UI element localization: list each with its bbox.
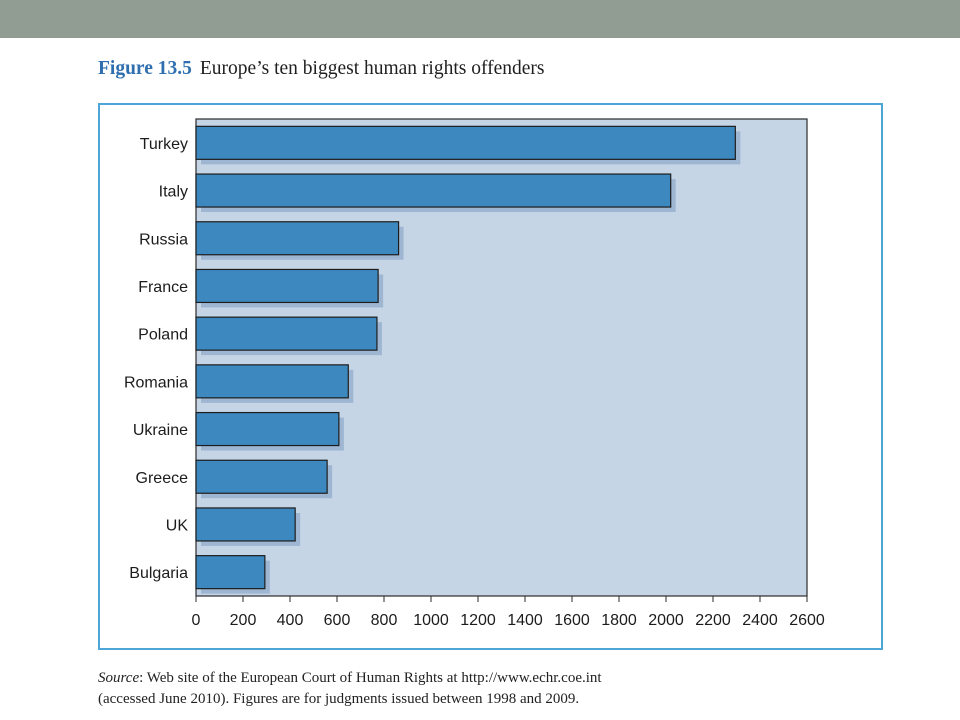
bar — [195, 555, 266, 590]
x-tick-label: 1600 — [554, 612, 590, 629]
category-label: Russia — [139, 231, 188, 248]
bar — [195, 125, 736, 160]
bar — [195, 173, 672, 208]
x-tick-label: 800 — [371, 612, 398, 629]
source-label: Source — [98, 670, 140, 686]
figure-title-text: Europe’s ten biggest human rights offend… — [199, 58, 545, 79]
category-label: Bulgaria — [129, 565, 188, 582]
x-tick-label: 0 — [192, 612, 201, 629]
bar — [195, 411, 340, 447]
x-tick-label: 1400 — [507, 612, 543, 629]
bar — [195, 459, 328, 494]
source-line-1: : Web site of the European Court of Huma… — [139, 670, 602, 686]
figure-number: Figure 13.5 — [98, 58, 192, 79]
category-label: Romania — [124, 374, 188, 391]
category-label: Greece — [136, 470, 189, 487]
x-tick-label: 2000 — [648, 612, 684, 629]
x-tick-label: 2200 — [695, 612, 731, 629]
category-label: Turkey — [140, 136, 188, 153]
bar — [195, 268, 379, 304]
x-tick-label: 1200 — [460, 612, 496, 629]
top-band — [0, 0, 960, 38]
source-line-2: (accessed June 2010). Figures are for ju… — [98, 691, 580, 707]
figure-title: Figure 13.5 Europe’s ten biggest human ri… — [98, 58, 545, 80]
x-tick-label: 400 — [277, 612, 304, 629]
category-label: Ukraine — [133, 422, 188, 439]
source-note: Source: Web site of the European Court o… — [98, 668, 898, 710]
category-label: Italy — [159, 184, 188, 201]
bar — [195, 507, 296, 542]
x-tick-label: 1000 — [413, 612, 449, 629]
x-tick-label: 200 — [230, 612, 257, 629]
category-label: Poland — [138, 327, 188, 344]
bar — [195, 364, 349, 399]
bar — [195, 316, 378, 351]
x-tick-label: 1800 — [601, 612, 637, 629]
category-label: France — [138, 279, 188, 296]
bar — [195, 221, 400, 256]
x-tick-label: 600 — [324, 612, 351, 629]
x-tick-label: 2600 — [789, 612, 825, 629]
x-tick-label: 2400 — [742, 612, 778, 629]
category-label: UK — [166, 517, 189, 534]
